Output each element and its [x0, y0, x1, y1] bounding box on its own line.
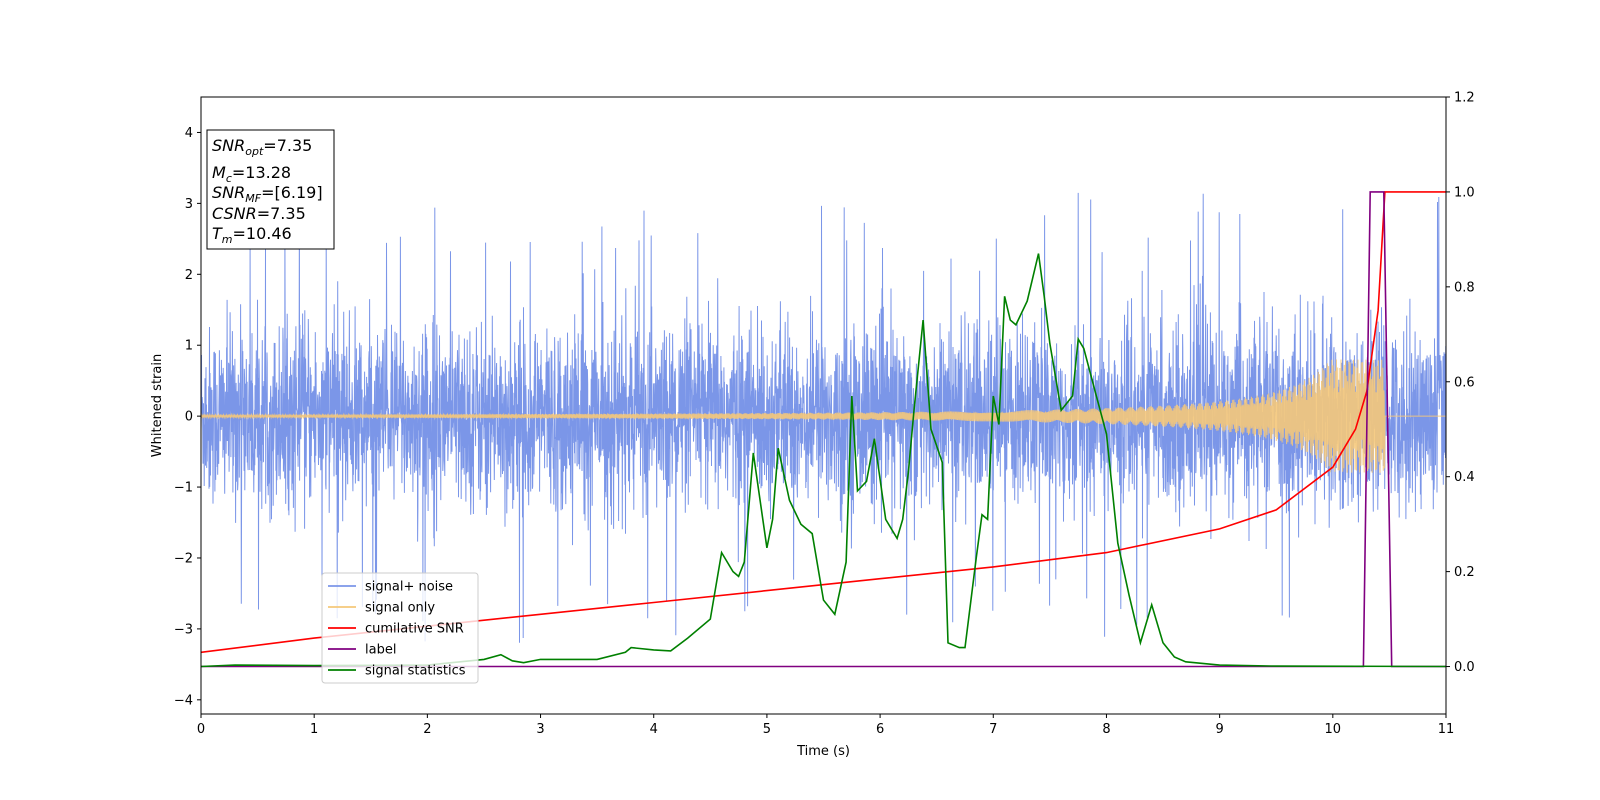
legend: signal+ noise signal only cumilative SNR la… — [321, 572, 479, 684]
y-left-tick-label: −4 — [174, 693, 193, 708]
x-tick-label: 6 — [876, 722, 884, 737]
x-axis: 0 1 2 3 4 5 6 7 8 9 10 11 — [197, 714, 1454, 737]
plot-frame — [200, 96, 1447, 715]
x-tick-label: 10 — [1325, 722, 1342, 737]
x-tick-label: 9 — [1215, 722, 1223, 737]
legend-frame — [321, 572, 479, 684]
legend-label: label — [365, 643, 396, 658]
legend-items: signal+ noise signal only cumilative SNR la… — [328, 580, 466, 679]
annotation-box: SNRopt=7.35 Mc=13.28 SNRMF=[6.19] CSNR=7… — [206, 129, 335, 250]
x-tick-label: 8 — [1102, 722, 1110, 737]
y-left-tick-label: −3 — [174, 622, 193, 637]
series-signal-only — [201, 359, 1446, 473]
annotation-snr-opt: SNRopt=7.35 — [212, 136, 312, 158]
y-left-tick-label: −2 — [174, 551, 193, 566]
y-left-tick-label: 2 — [185, 268, 193, 283]
x-tick-label: 7 — [989, 722, 997, 737]
x-tick-label: 2 — [423, 722, 431, 737]
x-tick-label: 1 — [310, 722, 318, 737]
y-axis-title: Whitened strain — [150, 354, 165, 457]
series-signal-statistics — [201, 253, 1446, 668]
y-right-tick-label: 1.2 — [1454, 91, 1475, 106]
plot-content — [201, 191, 1446, 668]
legend-label: signal+ noise — [365, 580, 453, 595]
x-tick-label: 4 — [650, 722, 658, 737]
x-tick-label: 5 — [763, 722, 771, 737]
y-right-tick-label: 0.4 — [1454, 470, 1475, 485]
x-tick-label: 3 — [536, 722, 544, 737]
y-left-tick-label: 3 — [185, 197, 193, 212]
y-left-tick-label: −1 — [174, 481, 193, 496]
x-axis-title: Time (s) — [796, 744, 850, 759]
series-cumulative-snr — [201, 191, 1446, 654]
y-axis-left: −4 −3 −2 −1 0 1 2 3 4 — [174, 126, 201, 708]
annotation-csnr: CSNR=7.35 — [212, 204, 306, 223]
y-right-tick-label: 0.0 — [1454, 660, 1475, 675]
legend-label: signal statistics — [365, 664, 466, 679]
y-right-tick-label: 0.2 — [1454, 565, 1475, 580]
y-right-tick-label: 0.8 — [1454, 280, 1475, 295]
y-right-tick-label: 1.0 — [1454, 185, 1475, 200]
annotation-frame — [206, 129, 335, 250]
y-right-tick-label: 0.6 — [1454, 375, 1475, 390]
x-tick-label: 11 — [1438, 722, 1455, 737]
y-left-tick-label: 1 — [185, 339, 193, 354]
legend-label: signal only — [365, 601, 435, 616]
y-axis-right: 0.0 0.2 0.4 0.6 0.8 1.0 1.2 — [1446, 91, 1475, 675]
y-left-tick-label: 4 — [185, 126, 193, 141]
annotation-mc: Mc=13.28 — [212, 163, 291, 185]
y-left-tick-label: 0 — [185, 410, 193, 425]
legend-label: cumilative SNR — [365, 622, 464, 637]
x-tick-label: 0 — [197, 722, 205, 737]
annotation-tm: Tm=10.46 — [212, 224, 292, 246]
annotation-snr-mf: SNRMF=[6.19] — [212, 183, 323, 205]
